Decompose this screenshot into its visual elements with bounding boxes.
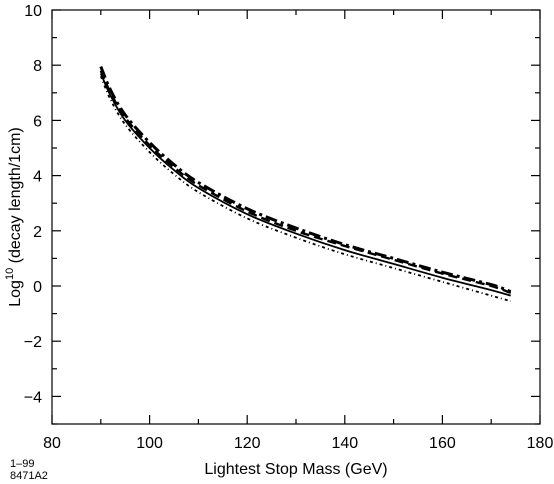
x-tick-label: 120: [234, 435, 261, 452]
y-tick-label: 0: [33, 279, 42, 296]
y-axis-title: Log10 (decay length/1cm): [4, 127, 24, 306]
y-axis-title-superscript: 10: [4, 268, 16, 280]
data-curves: [99, 66, 512, 303]
y-tick-label: 4: [33, 169, 42, 186]
y-tick-labels: 10 8 6 4 2 0 −2 −4: [24, 3, 42, 406]
tick-marks: [51, 9, 541, 425]
figure-code: 8471A2: [10, 470, 48, 482]
x-tick-labels: 80 100 120 140 160 180: [43, 435, 553, 452]
x-axis-title: Lightest Stop Mass (GeV): [204, 461, 387, 478]
y-axis-title-suffix: (decay length/1cm): [7, 127, 24, 268]
y-tick-label: 2: [33, 224, 42, 241]
y-tick-label: −4: [24, 389, 42, 406]
figure-date: 1–99: [10, 458, 35, 470]
y-tick-label: 6: [33, 113, 42, 130]
series-4-line: [99, 75, 511, 303]
y-axis-title-prefix: Log: [7, 280, 24, 307]
x-tick-label: 80: [43, 435, 61, 452]
series-2-line: [99, 70, 512, 295]
x-tick-label: 180: [527, 435, 554, 452]
x-tick-label: 160: [429, 435, 456, 452]
series-1-line: [99, 73, 511, 297]
plot-frame: [51, 9, 541, 425]
series-3-line: [99, 66, 512, 293]
x-tick-label: 140: [331, 435, 358, 452]
y-tick-label: −2: [24, 334, 42, 351]
y-tick-label: 8: [33, 58, 42, 75]
y-tick-label: 10: [24, 3, 42, 20]
x-tick-label: 100: [136, 435, 163, 452]
